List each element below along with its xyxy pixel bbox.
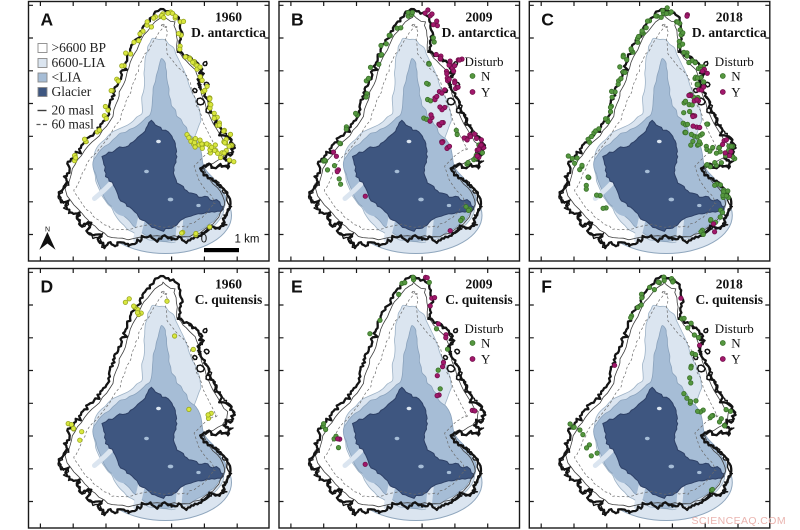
- svg-text:6600-LIA: 6600-LIA: [52, 55, 106, 70]
- svg-text:Y: Y: [731, 352, 741, 367]
- svg-text:SCIENCEAQ.COM: SCIENCEAQ.COM: [692, 515, 786, 527]
- svg-text:N: N: [731, 69, 741, 84]
- svg-text:D. antarctica: D. antarctica: [442, 25, 517, 40]
- svg-text:Disturb: Disturb: [465, 321, 504, 336]
- svg-text:2009: 2009: [466, 10, 493, 25]
- svg-text:E: E: [291, 277, 303, 297]
- svg-text:>6600 BP: >6600 BP: [52, 40, 107, 55]
- svg-text:A: A: [41, 10, 54, 30]
- svg-text:2018: 2018: [716, 10, 743, 25]
- svg-text:Disturb: Disturb: [715, 321, 754, 336]
- svg-text:1960: 1960: [215, 10, 242, 25]
- svg-text:D. antarctica: D. antarctica: [191, 25, 266, 40]
- svg-text:Y: Y: [481, 85, 491, 100]
- svg-text:Disturb: Disturb: [465, 54, 504, 69]
- svg-text:1 km: 1 km: [235, 234, 260, 246]
- svg-text:D. antarctica: D. antarctica: [692, 25, 767, 40]
- svg-text:C. quitensis: C. quitensis: [445, 292, 513, 307]
- svg-text:N: N: [481, 69, 491, 84]
- svg-text:N: N: [45, 227, 50, 234]
- svg-text:C. quitensis: C. quitensis: [195, 292, 263, 307]
- svg-text:N: N: [731, 336, 741, 351]
- svg-text:B: B: [291, 10, 304, 30]
- svg-text:2018: 2018: [716, 277, 743, 292]
- svg-text:C: C: [541, 10, 554, 30]
- svg-text:1960: 1960: [215, 277, 242, 292]
- svg-text:C. quitensis: C. quitensis: [696, 292, 764, 307]
- svg-text:Disturb: Disturb: [715, 54, 754, 69]
- svg-text:Y: Y: [731, 85, 741, 100]
- svg-text:2009: 2009: [466, 277, 493, 292]
- svg-text:Y: Y: [481, 352, 491, 367]
- svg-text:60 masl: 60 masl: [52, 117, 95, 132]
- svg-text:20 masl: 20 masl: [52, 103, 95, 118]
- svg-text:D: D: [41, 277, 54, 297]
- svg-text:Glacier: Glacier: [52, 84, 92, 99]
- svg-text:<LIA: <LIA: [52, 70, 82, 85]
- svg-text:F: F: [541, 277, 552, 297]
- svg-text:N: N: [481, 336, 491, 351]
- svg-text:0: 0: [201, 234, 207, 246]
